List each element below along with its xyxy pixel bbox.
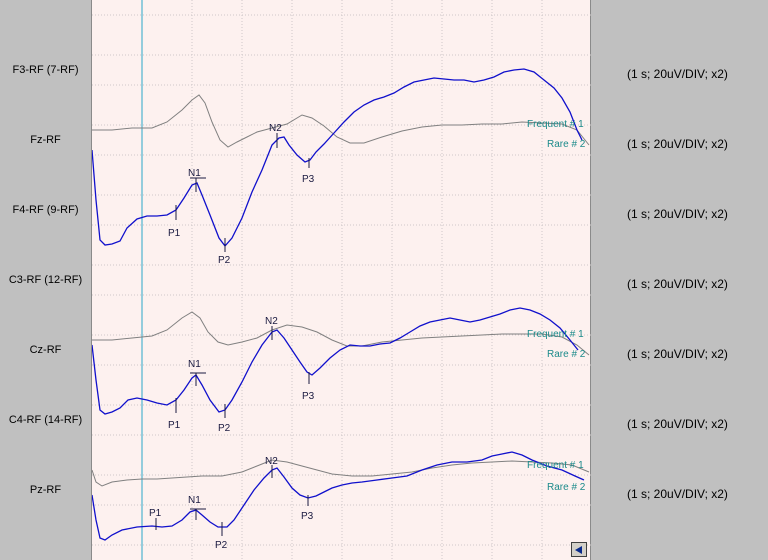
peak-label-p2-cz: P2	[218, 423, 231, 434]
peak-label-p2: P2	[218, 255, 231, 266]
peak-label-n1-pz: N1	[188, 495, 201, 506]
scale-label-f3: (1 s; 20uV/DIV; x2)	[627, 67, 728, 81]
legend-rare-cz: Rare # 2	[547, 349, 586, 360]
waveform-group-cz: P1 N1 P2 N2 P3 Frequent # 1 Rare # 2	[92, 307, 590, 434]
peak-label-n1: N1	[188, 168, 201, 179]
peak-label-p1-pz: P1	[149, 508, 162, 519]
legend-rare-fz: Rare # 2	[547, 139, 586, 150]
scale-label-c4: (1 s; 20uV/DIV; x2)	[627, 417, 728, 431]
legend-frequent-pz: Frequent # 1	[527, 460, 584, 471]
peak-label-p1-cz: P1	[168, 420, 181, 431]
waveform-plot[interactable]: P1 N1 P2 N2 P3 Frequent # 1 Rare # 2 P1 …	[91, 0, 592, 560]
channel-label-cz: Cz-RF	[29, 344, 62, 356]
scroll-left-button[interactable]	[571, 542, 587, 557]
channel-label-pz: Pz-RF	[29, 484, 62, 496]
waveform-group-pz: P1 N1 P2 N2 P3 Frequent # 1 Rare # 2	[92, 451, 590, 551]
legend-frequent-fz: Frequent # 1	[527, 119, 584, 130]
peak-label-p3-pz: P3	[301, 511, 314, 522]
rare-trace-cz	[92, 307, 579, 415]
peak-label-p3: P3	[302, 174, 315, 185]
peak-label-n2: N2	[269, 123, 282, 134]
channel-label-f3: F3-RF (7-RF)	[12, 64, 79, 76]
legend-rare-pz: Rare # 2	[547, 482, 586, 493]
peak-label-n2-cz: N2	[265, 316, 278, 327]
channel-label-fz: Fz-RF	[30, 134, 61, 146]
channel-label-panel: F3-RF (7-RF) Fz-RF F4-RF (9-RF) C3-RF (1…	[0, 0, 91, 560]
channel-label-f4: F4-RF (9-RF)	[12, 204, 79, 216]
peak-label-n2-pz: N2	[265, 456, 278, 467]
peak-label-p2-pz: P2	[215, 540, 228, 551]
waveform-group-fz: P1 N1 P2 N2 P3 Frequent # 1 Rare # 2	[92, 68, 590, 266]
scale-label-fz: (1 s; 20uV/DIV; x2)	[627, 137, 728, 151]
left-triangle-icon	[575, 545, 582, 554]
peak-label-n1-cz: N1	[188, 359, 201, 370]
scale-label-panel: (1 s; 20uV/DIV; x2) (1 s; 20uV/DIV; x2) …	[591, 0, 768, 560]
rare-trace-fz	[92, 68, 583, 248]
legend-frequent-cz: Frequent # 1	[527, 329, 584, 340]
peak-label-p3-cz: P3	[302, 391, 315, 402]
scale-label-f4: (1 s; 20uV/DIV; x2)	[627, 207, 728, 221]
channel-label-c3: C3-RF (12-RF)	[8, 274, 83, 286]
scale-label-c3: (1 s; 20uV/DIV; x2)	[627, 277, 728, 291]
grid-lines	[92, 0, 592, 560]
frequent-trace-cz	[92, 311, 590, 356]
frequent-trace-pz	[92, 459, 590, 487]
peak-label-p1: P1	[168, 228, 181, 239]
rare-trace-pz	[92, 451, 585, 541]
scale-label-cz: (1 s; 20uV/DIV; x2)	[627, 347, 728, 361]
waveform-canvas: P1 N1 P2 N2 P3 Frequent # 1 Rare # 2 P1 …	[92, 0, 592, 560]
channel-label-c4: C4-RF (14-RF)	[8, 414, 83, 426]
frequent-trace-fz	[92, 94, 590, 148]
scale-label-pz: (1 s; 20uV/DIV; x2)	[627, 487, 728, 501]
